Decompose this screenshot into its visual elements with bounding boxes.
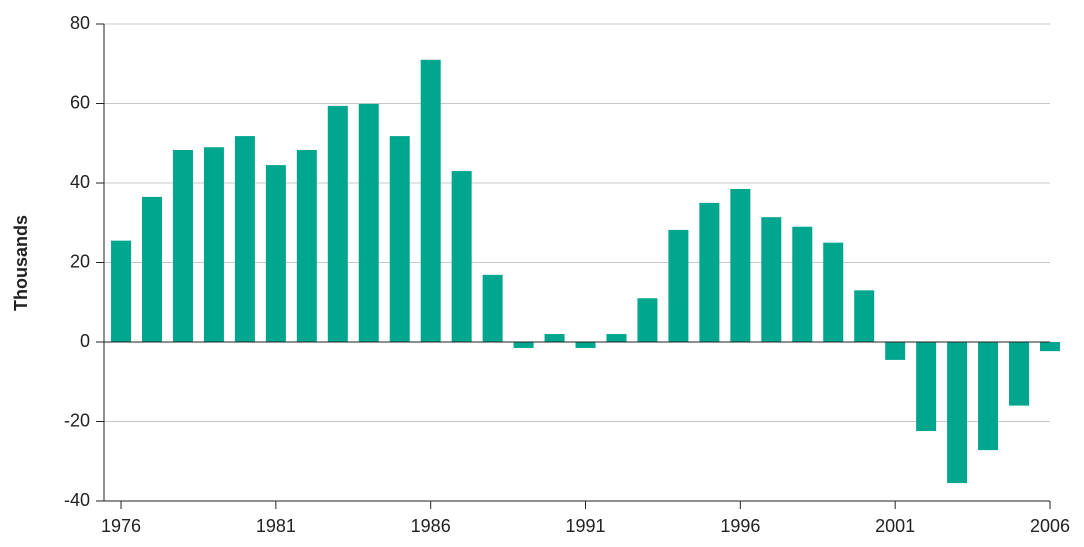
- bar: [389, 136, 410, 342]
- bar: [1040, 342, 1060, 352]
- x-tick-label: 2006: [1030, 516, 1070, 536]
- bar: [296, 150, 317, 342]
- bar: [575, 342, 596, 348]
- y-axis-label: Thousands: [11, 215, 31, 311]
- y-tick-label: 40: [70, 172, 90, 192]
- bar: [1009, 342, 1030, 406]
- bar: [172, 150, 193, 342]
- x-tick-label: 1991: [565, 516, 605, 536]
- y-tick-label: 60: [70, 92, 90, 112]
- y-tick-label: 80: [70, 13, 90, 33]
- bar: [111, 240, 132, 342]
- bar: [358, 103, 379, 343]
- y-tick-label: 0: [80, 331, 90, 351]
- bar: [947, 342, 968, 484]
- bar: [513, 342, 534, 348]
- bar: [420, 59, 441, 343]
- bar: [203, 147, 224, 342]
- y-tick-label: -20: [64, 410, 90, 430]
- bar: [823, 242, 844, 342]
- bar: [327, 105, 348, 342]
- bar: [606, 334, 627, 342]
- bar: [544, 334, 565, 342]
- bar: [265, 165, 286, 342]
- bar: [854, 290, 875, 342]
- x-tick-label: 1981: [256, 516, 296, 536]
- bar: [730, 188, 751, 342]
- y-tick-label: 20: [70, 251, 90, 271]
- bar: [978, 342, 999, 451]
- bar: [141, 196, 162, 342]
- x-tick-label: 1976: [101, 516, 141, 536]
- bar: [668, 229, 689, 342]
- bar: [699, 202, 720, 342]
- bar: [637, 298, 658, 342]
- x-tick-label: 1996: [720, 516, 760, 536]
- bar: [761, 217, 782, 342]
- bar: [451, 171, 472, 342]
- bar: [792, 226, 813, 342]
- bar: [234, 136, 255, 342]
- bar: [885, 342, 906, 360]
- bar: [916, 342, 937, 432]
- x-tick-label: 2001: [875, 516, 915, 536]
- x-tick-label: 1986: [411, 516, 451, 536]
- bar: [482, 274, 503, 342]
- y-tick-label: -40: [64, 490, 90, 510]
